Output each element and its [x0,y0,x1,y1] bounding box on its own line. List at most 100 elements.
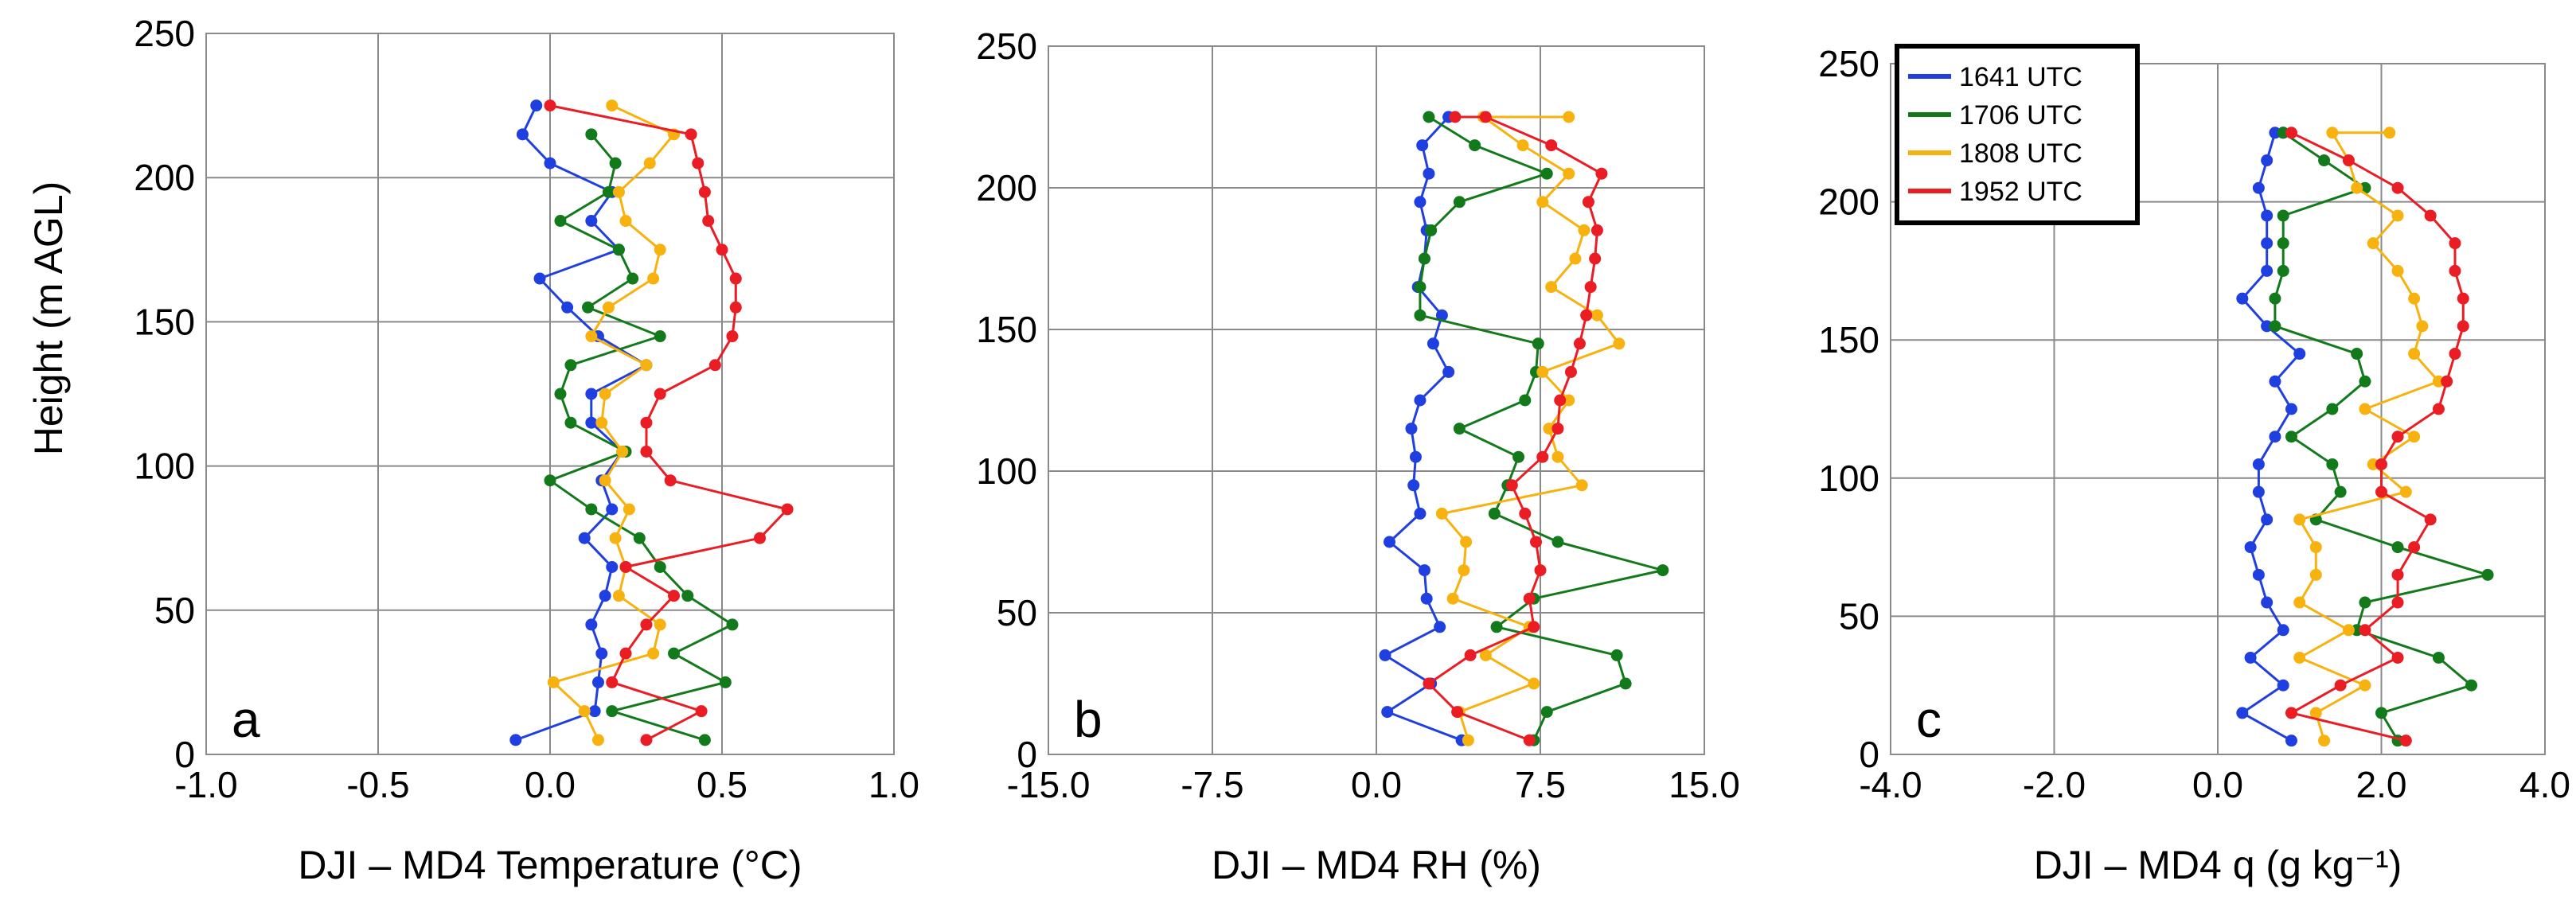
chart-b-data-point [1589,252,1602,265]
chart-a-data-point [668,647,681,660]
chart-c-data-point [2309,707,2322,719]
chart-a-series-1 [544,128,739,746]
chart-c-data-point [2359,596,2371,609]
chart-b-data-point [1569,252,1582,265]
chart-c-data-point [2351,624,2363,637]
chart-c-data-point [2342,624,2355,637]
chart-b-data-point [1414,196,1427,208]
chart-c-data-point [2334,679,2347,692]
chart-c-data-point [2326,403,2339,415]
chart-a-series-0 [509,99,653,746]
chart-b-data-point [1442,365,1455,378]
chart-b-data-point [1540,706,1553,719]
chart-c-data-point [2375,707,2387,719]
chart-a-data-point [626,272,639,285]
chart-c-data-point [2326,458,2339,470]
chart-a-data-point [698,734,711,746]
chart-b-data-point [1420,592,1433,605]
chart-c-data-point [2309,541,2322,554]
chart-b-data-point [1446,592,1459,605]
chart-c-data-point [2481,568,2494,581]
chart-c-data-point [2244,541,2257,554]
chart-c-data-point [2359,624,2371,637]
chart-b-data-point [1414,281,1427,294]
chart-a-data-point [612,185,625,198]
chart-c-data-point [2252,458,2265,470]
chart-a-data-point [595,647,608,660]
chart-b-data-point [1545,139,1558,152]
chart-c-plot-frame [1890,63,2546,755]
chart-b-data-point [1379,649,1391,661]
chart-a-series-3 [544,99,794,746]
chart-b-data-point [1462,734,1474,746]
chart-b-data-point [1580,309,1593,322]
chart-c-data-point [2269,375,2281,388]
chart-b-data-point [1407,479,1420,492]
chart-a-data-point [602,301,615,314]
chart-c-x-tick-label: -4.0 [1859,764,1922,805]
chart-c-data-point [2261,237,2274,250]
chart-c-data-point [2252,568,2265,581]
chart-c-data-point [2261,596,2274,609]
chart-b-data-point [1423,167,1435,180]
chart-a-x-tick-label: 0.5 [697,764,747,805]
chart-c-data-point [2261,209,2274,222]
chart-c-series-2 [2293,127,2445,747]
chart-a-data-point [640,359,653,372]
chart-b-data-point [1540,167,1553,180]
chart-b-x-tick-label: 7.5 [1515,764,1566,805]
chart-c-data-point [2285,431,2297,443]
chart-b-data-point [1519,394,1532,407]
chart-b-data-point [1590,309,1603,322]
chart-a-data-point [654,388,666,400]
chart-b-data-point [1434,621,1446,633]
chart-c-y-tick-label: 250 [1818,43,1879,84]
chart-b-panel-letter: b [1074,691,1103,748]
chart-a-data-point [654,330,666,343]
chart-b-data-point [1536,450,1549,463]
chart-a-y-tick-label: 200 [134,157,195,198]
chart-a-y-tick-label: 150 [134,301,195,342]
chart-a-data-point [664,474,677,487]
chart-b-x-axis-label: DJI – MD4 RH (%) [1212,843,1541,887]
chart-b-data-point [1381,706,1394,719]
chart-a-data-point [578,532,591,544]
chart-b-data-point [1414,394,1427,407]
chart-b-data-point [1595,167,1608,180]
chart-b-data-point [1435,309,1448,322]
chart-c-data-point [2391,209,2404,222]
chart-c-x-tick-label: 4.0 [2519,764,2570,805]
chart-a-data-point [647,272,660,285]
chart-c-series-3 [2285,127,2469,747]
chart-c-data-point [2391,651,2404,664]
chart-b-data-point [1423,111,1435,123]
chart-c-data-point [2432,651,2445,664]
chart-a-data-point [708,359,721,372]
chart-b-data-point [1545,281,1558,294]
chart-b-data-point [1427,337,1439,350]
chart-c-data-point [2359,679,2371,692]
chart-c-data-point [2391,541,2404,554]
chart-a-data-point [606,503,619,516]
chart-b-data-point [1505,479,1518,492]
chart-a-data-point [591,734,604,746]
chart-b-y-tick-label: 50 [997,592,1037,633]
chart-b-data-point [1409,450,1422,463]
chart-c-data-point [2269,127,2281,139]
chart-a-data-point [606,560,619,573]
chart-c-data-point [2351,181,2363,194]
chart-b-data-point [1554,394,1567,407]
chart-a-data-point [685,128,697,141]
chart-c-data-point [2391,568,2404,581]
chart-a-data-point [606,99,619,112]
chart-a-data-point [599,474,611,487]
chart-c-data-point [2261,154,2274,167]
chart-b-y-tick-label: 0 [1017,734,1037,775]
chart-c-data-point [2318,154,2331,167]
chart-b-data-point [1564,365,1577,378]
chart-b-data-point [1414,309,1427,322]
chart-a-data-point [726,330,739,343]
chart-c-data-point [2277,624,2289,637]
chart-a-data-point [591,676,604,688]
chart-a-x-tick-label: -1.0 [174,764,237,805]
